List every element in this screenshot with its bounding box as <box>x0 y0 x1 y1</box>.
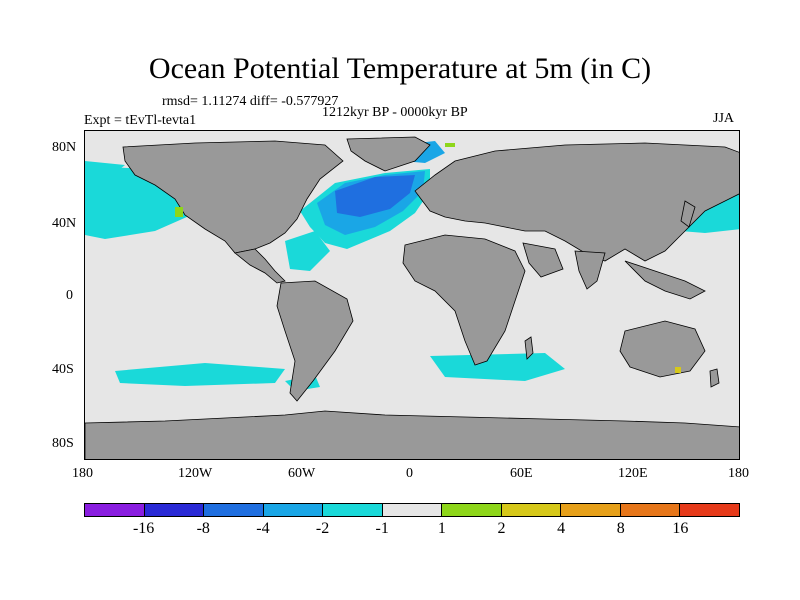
north-america <box>122 140 344 254</box>
north-pacific-warm-patch <box>175 207 183 217</box>
map-title: Ocean Potential Temperature at 5m (in C) <box>148 52 652 85</box>
colorbar-label: -2 <box>315 520 330 537</box>
central-america <box>234 248 286 284</box>
gulf-stream-anomaly <box>285 231 330 271</box>
south-ocean-anomaly-1 <box>115 363 285 386</box>
colorbar-segment <box>680 504 740 516</box>
lon-label-180w: 180 <box>72 466 93 481</box>
arctic-anomaly <box>85 161 125 173</box>
colorbar-label: 16 <box>672 520 689 537</box>
colorbar-label: -16 <box>132 520 155 537</box>
colorbar-label: 2 <box>497 520 506 537</box>
lon-label-60w: 60W <box>288 466 316 481</box>
colorbar-segment <box>204 504 264 516</box>
colorbar-segment <box>620 504 681 516</box>
colorbar-label: 1 <box>437 520 446 537</box>
eurasia <box>414 142 739 262</box>
colorbar-segment <box>501 504 562 516</box>
new-zealand <box>709 368 720 388</box>
colorbar-segment <box>85 504 145 516</box>
africa <box>402 234 526 366</box>
lon-label-180e: 180 <box>728 466 749 481</box>
colorbar <box>84 503 740 517</box>
world-map <box>85 136 739 459</box>
greenland <box>346 136 431 172</box>
colorbar-segment <box>442 504 502 516</box>
arctic-warm-patch <box>445 143 455 147</box>
lon-label-0: 0 <box>406 466 413 481</box>
land-masses <box>85 136 739 459</box>
australia <box>619 320 706 378</box>
period-label: 1212kyr BP - 0000kyr BP <box>322 105 468 120</box>
south-ocean-anomaly-2 <box>430 353 565 381</box>
north-atlantic-deep <box>335 175 415 217</box>
madagascar <box>524 336 534 360</box>
colorbar-segment <box>382 504 443 516</box>
southeast-asia <box>624 260 706 300</box>
colorbar-segment <box>144 504 205 516</box>
colorbar-label: -4 <box>256 520 270 537</box>
experiment-label: Expt = tEvTl-tevta1 <box>84 113 197 128</box>
lon-label-120e: 120E <box>618 466 648 481</box>
season-label: JJA <box>713 111 735 126</box>
lat-label-40s: 40S <box>52 362 74 377</box>
colorbar-label: 4 <box>557 520 566 537</box>
antarctica <box>85 410 739 459</box>
lon-label-120w: 120W <box>178 466 213 481</box>
japan <box>680 200 696 228</box>
australia-warm-patch <box>675 367 681 373</box>
map-panel <box>84 130 740 460</box>
colorbar-label: -8 <box>196 520 210 537</box>
lat-label-80s: 80S <box>52 436 74 451</box>
india <box>574 250 606 290</box>
arabia <box>522 242 564 278</box>
colorbar-segment <box>561 504 621 516</box>
colorbar-segment <box>323 504 383 516</box>
south-america <box>276 280 354 402</box>
colorbar-label: -1 <box>375 520 389 537</box>
warm-anomaly-patches <box>175 143 681 373</box>
lat-label-80n: 80N <box>52 140 77 155</box>
lat-label-40n: 40N <box>52 216 77 231</box>
colorbar-label: 8 <box>616 520 625 537</box>
rmsd-diff-stats: rmsd= 1.11274 diff= -0.577927 <box>162 94 339 109</box>
lat-label-0: 0 <box>66 288 73 303</box>
colorbar-segment <box>263 504 324 516</box>
lon-label-60e: 60E <box>510 466 533 481</box>
